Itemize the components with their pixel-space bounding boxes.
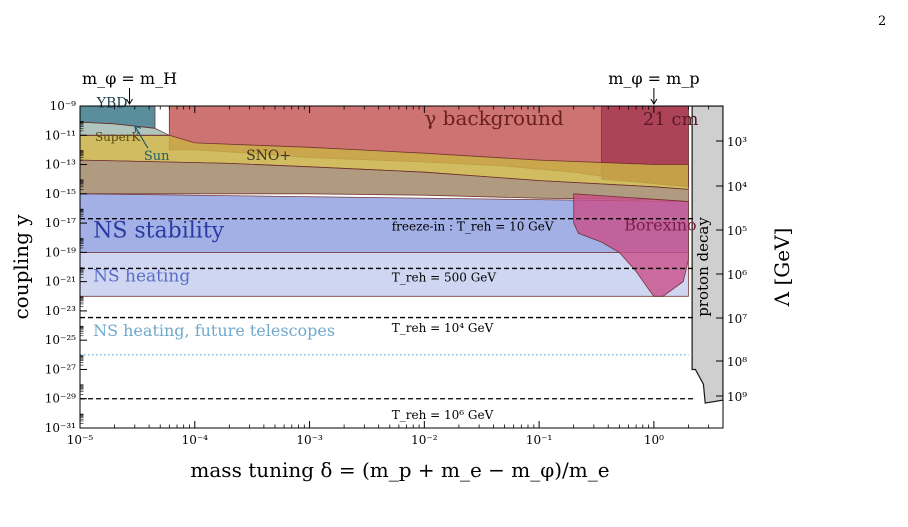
y-tick-label: 10⁻⁹: [50, 99, 77, 113]
y-axis-left: 10⁻⁹ 10⁻¹¹ 10⁻¹³ 10⁻¹⁵ 10⁻¹⁷ 10⁻¹⁹ 10⁻²¹ 10⁻²³ 1…: [45, 99, 87, 435]
label-sun: Sun: [144, 149, 170, 164]
label-superk: SuperK: [95, 130, 141, 144]
label-background: γ background: [424, 106, 564, 130]
y-axis-right: 10³ 10⁴ 10⁵ 10⁶ 10⁷ 10⁸ 10⁹: [716, 135, 747, 404]
y2-tick-label: 10⁴: [727, 180, 747, 194]
plot-frame: [79, 105, 724, 429]
y2-axis-title: Λ [GeV]: [770, 228, 794, 308]
lines-layer: [80, 218, 694, 400]
x-tick-label: 10⁻²: [411, 433, 438, 447]
x-tick-label: 10⁰: [644, 433, 664, 447]
y2-tick-label: 10⁸: [727, 355, 747, 369]
region-sun: [80, 121, 170, 136]
x-tick-label: 10⁻³: [296, 433, 323, 447]
y-tick-label: 10⁻¹⁹: [45, 245, 76, 259]
y-tick-label: 10⁻²⁷: [45, 362, 76, 376]
y-tick-label: 10⁻¹⁷: [45, 216, 76, 230]
x-tick-label: 10⁻⁴: [182, 433, 209, 447]
region-borexino: [573, 193, 689, 297]
marker-label: m_φ = m_p: [608, 69, 699, 88]
y-tick-label: 10⁻³¹: [45, 421, 76, 435]
sun-arrow: [134, 125, 149, 149]
label-ns-heating-future-telescopes: NS heating, future telescopes: [93, 321, 335, 340]
label-t-reh-10-4-gev: T_reh = 10⁴ GeV: [392, 321, 494, 335]
y-axis-title: coupling y: [9, 214, 33, 320]
label-ybd: YBD: [96, 95, 128, 111]
regions-layer: [80, 106, 723, 404]
label-21-cm: 21 cm: [643, 109, 699, 130]
y2-tick-label: 10⁶: [727, 268, 747, 282]
label-t-reh-500-gev: T_reh = 500 GeV: [392, 271, 497, 285]
x-tick-label: 10⁻⁵: [67, 433, 94, 447]
label-ns-stability: NS stability: [93, 219, 225, 244]
y-tick-label: 10⁻²⁵: [45, 333, 76, 347]
label-borexino: Borexino: [624, 216, 697, 235]
label-freeze-in-t-reh-10-gev: freeze-in : T_reh = 10 GeV: [392, 220, 554, 234]
marker-arrow: [126, 88, 133, 105]
y2-tick-label: 10³: [727, 135, 747, 149]
top-markers: m_φ = m_H m_φ = m_p: [82, 69, 700, 105]
label-t-reh-10-6-gev: T_reh = 10⁶ GeV: [392, 408, 494, 422]
label-sno: SNO+: [246, 148, 291, 164]
label-proton-decay: proton decay: [694, 217, 712, 317]
y-tick-label: 10⁻¹⁵: [45, 187, 76, 201]
y-tick-label: 10⁻¹³: [45, 158, 76, 172]
region-proton-decay: [691, 106, 723, 404]
region-ns-heating: [80, 252, 689, 297]
x-tick-label: 10⁻¹: [526, 433, 552, 447]
x-axis: 10⁻⁵ 10⁻⁴ 10⁻³ 10⁻² 10⁻¹ 10⁰: [67, 106, 724, 447]
label-ns-heating: NS heating: [93, 267, 190, 287]
y2-tick-label: 10⁵: [727, 224, 747, 238]
y2-tick-label: 10⁹: [727, 390, 747, 404]
marker-label: m_φ = m_H: [82, 69, 177, 88]
marker-arrow: [650, 88, 658, 105]
y-tick-label: 10⁻¹¹: [45, 128, 76, 142]
y-tick-label: 10⁻²⁹: [45, 392, 76, 406]
y2-tick-label: 10⁷: [727, 312, 747, 326]
x-axis-title: mass tuning δ = (m_p + m_e − m_φ)/m_e: [190, 458, 609, 482]
region-sno: [80, 159, 689, 202]
y-tick-label: 10⁻²³: [45, 304, 76, 318]
page-number: 2: [878, 14, 887, 29]
y-tick-label: 10⁻²¹: [45, 275, 76, 289]
